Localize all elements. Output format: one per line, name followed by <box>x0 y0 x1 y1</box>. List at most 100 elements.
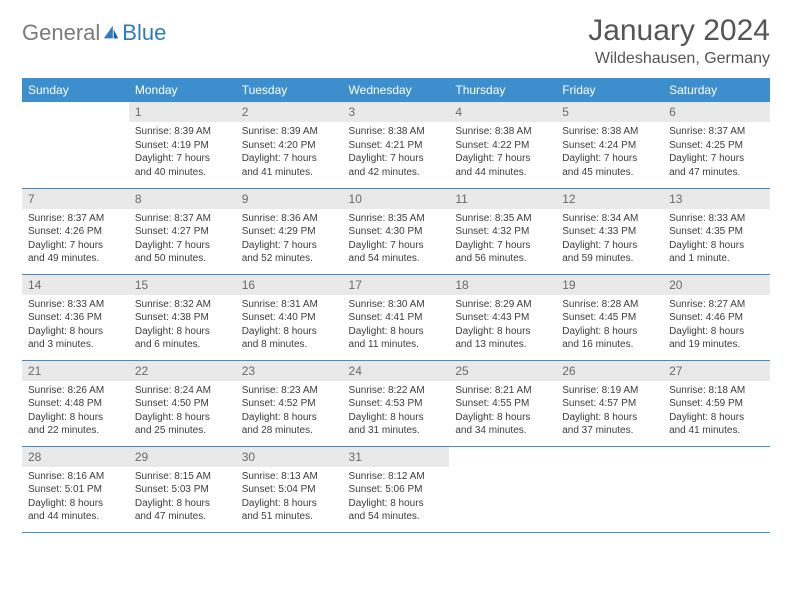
calendar-day-cell: 23Sunrise: 8:23 AMSunset: 4:52 PMDayligh… <box>236 360 343 446</box>
day-line-sunset: Sunset: 4:24 PM <box>562 139 657 153</box>
day-number: 28 <box>22 447 129 467</box>
day-number: 22 <box>129 361 236 381</box>
calendar-day-cell: 6Sunrise: 8:37 AMSunset: 4:25 PMDaylight… <box>663 102 770 188</box>
day-line-daylight2: and 40 minutes. <box>135 166 230 180</box>
day-line-daylight1: Daylight: 8 hours <box>562 411 657 425</box>
day-line-daylight1: Daylight: 8 hours <box>455 325 550 339</box>
weekday-header: Tuesday <box>236 78 343 102</box>
day-line-daylight2: and 16 minutes. <box>562 338 657 352</box>
day-line-daylight2: and 1 minute. <box>669 252 764 266</box>
calendar-day-cell: 5Sunrise: 8:38 AMSunset: 4:24 PMDaylight… <box>556 102 663 188</box>
day-line-daylight1: Daylight: 7 hours <box>455 239 550 253</box>
day-line-daylight2: and 51 minutes. <box>242 510 337 524</box>
calendar-day-cell <box>556 446 663 532</box>
day-content: Sunrise: 8:22 AMSunset: 4:53 PMDaylight:… <box>343 381 450 442</box>
day-content: Sunrise: 8:39 AMSunset: 4:20 PMDaylight:… <box>236 122 343 183</box>
day-line-daylight2: and 13 minutes. <box>455 338 550 352</box>
weekday-header-row: SundayMondayTuesdayWednesdayThursdayFrid… <box>22 78 770 102</box>
day-content: Sunrise: 8:37 AMSunset: 4:26 PMDaylight:… <box>22 209 129 270</box>
day-line-daylight2: and 41 minutes. <box>242 166 337 180</box>
day-content: Sunrise: 8:19 AMSunset: 4:57 PMDaylight:… <box>556 381 663 442</box>
day-line-daylight2: and 47 minutes. <box>135 510 230 524</box>
calendar-day-cell <box>22 102 129 188</box>
calendar-day-cell: 24Sunrise: 8:22 AMSunset: 4:53 PMDayligh… <box>343 360 450 446</box>
day-line-sunrise: Sunrise: 8:31 AM <box>242 298 337 312</box>
day-number: 29 <box>129 447 236 467</box>
calendar-day-cell: 20Sunrise: 8:27 AMSunset: 4:46 PMDayligh… <box>663 274 770 360</box>
day-line-sunrise: Sunrise: 8:22 AM <box>349 384 444 398</box>
day-line-daylight2: and 3 minutes. <box>28 338 123 352</box>
calendar-day-cell: 18Sunrise: 8:29 AMSunset: 4:43 PMDayligh… <box>449 274 556 360</box>
day-line-daylight2: and 41 minutes. <box>669 424 764 438</box>
day-line-sunrise: Sunrise: 8:13 AM <box>242 470 337 484</box>
day-content: Sunrise: 8:35 AMSunset: 4:30 PMDaylight:… <box>343 209 450 270</box>
day-line-daylight1: Daylight: 8 hours <box>28 497 123 511</box>
day-content: Sunrise: 8:15 AMSunset: 5:03 PMDaylight:… <box>129 467 236 528</box>
day-line-daylight1: Daylight: 8 hours <box>455 411 550 425</box>
day-line-sunrise: Sunrise: 8:21 AM <box>455 384 550 398</box>
day-line-sunrise: Sunrise: 8:34 AM <box>562 212 657 226</box>
day-line-daylight2: and 54 minutes. <box>349 510 444 524</box>
day-content: Sunrise: 8:33 AMSunset: 4:36 PMDaylight:… <box>22 295 129 356</box>
day-content: Sunrise: 8:37 AMSunset: 4:25 PMDaylight:… <box>663 122 770 183</box>
calendar-day-cell: 12Sunrise: 8:34 AMSunset: 4:33 PMDayligh… <box>556 188 663 274</box>
day-line-sunrise: Sunrise: 8:23 AM <box>242 384 337 398</box>
day-line-sunset: Sunset: 4:57 PM <box>562 397 657 411</box>
day-content: Sunrise: 8:23 AMSunset: 4:52 PMDaylight:… <box>236 381 343 442</box>
day-number: 30 <box>236 447 343 467</box>
calendar-day-cell: 19Sunrise: 8:28 AMSunset: 4:45 PMDayligh… <box>556 274 663 360</box>
day-content: Sunrise: 8:38 AMSunset: 4:22 PMDaylight:… <box>449 122 556 183</box>
day-number: 24 <box>343 361 450 381</box>
day-line-sunrise: Sunrise: 8:33 AM <box>669 212 764 226</box>
day-line-sunset: Sunset: 4:38 PM <box>135 311 230 325</box>
day-number: 15 <box>129 275 236 295</box>
day-line-daylight1: Daylight: 8 hours <box>669 411 764 425</box>
day-line-sunset: Sunset: 4:33 PM <box>562 225 657 239</box>
day-line-daylight2: and 8 minutes. <box>242 338 337 352</box>
day-number: 4 <box>449 102 556 122</box>
day-line-daylight1: Daylight: 7 hours <box>349 239 444 253</box>
calendar-day-cell: 8Sunrise: 8:37 AMSunset: 4:27 PMDaylight… <box>129 188 236 274</box>
day-number: 18 <box>449 275 556 295</box>
day-line-sunset: Sunset: 4:40 PM <box>242 311 337 325</box>
day-number: 5 <box>556 102 663 122</box>
weekday-header: Monday <box>129 78 236 102</box>
day-line-daylight1: Daylight: 8 hours <box>669 239 764 253</box>
day-number: 10 <box>343 189 450 209</box>
day-line-daylight2: and 22 minutes. <box>28 424 123 438</box>
day-line-daylight1: Daylight: 8 hours <box>28 325 123 339</box>
day-line-daylight2: and 37 minutes. <box>562 424 657 438</box>
day-line-sunrise: Sunrise: 8:29 AM <box>455 298 550 312</box>
day-line-sunset: Sunset: 4:32 PM <box>455 225 550 239</box>
calendar-day-cell: 31Sunrise: 8:12 AMSunset: 5:06 PMDayligh… <box>343 446 450 532</box>
calendar-body: 1Sunrise: 8:39 AMSunset: 4:19 PMDaylight… <box>22 102 770 532</box>
day-line-daylight1: Daylight: 7 hours <box>349 152 444 166</box>
day-line-daylight1: Daylight: 8 hours <box>28 411 123 425</box>
day-line-daylight2: and 28 minutes. <box>242 424 337 438</box>
day-line-daylight1: Daylight: 7 hours <box>669 152 764 166</box>
day-content: Sunrise: 8:34 AMSunset: 4:33 PMDaylight:… <box>556 209 663 270</box>
day-number: 8 <box>129 189 236 209</box>
calendar-day-cell: 9Sunrise: 8:36 AMSunset: 4:29 PMDaylight… <box>236 188 343 274</box>
day-number: 26 <box>556 361 663 381</box>
weekday-header: Saturday <box>663 78 770 102</box>
day-line-sunrise: Sunrise: 8:24 AM <box>135 384 230 398</box>
day-line-daylight1: Daylight: 7 hours <box>242 239 337 253</box>
day-line-sunrise: Sunrise: 8:38 AM <box>349 125 444 139</box>
day-line-sunset: Sunset: 4:27 PM <box>135 225 230 239</box>
day-content: Sunrise: 8:36 AMSunset: 4:29 PMDaylight:… <box>236 209 343 270</box>
day-content: Sunrise: 8:13 AMSunset: 5:04 PMDaylight:… <box>236 467 343 528</box>
day-line-sunrise: Sunrise: 8:28 AM <box>562 298 657 312</box>
calendar-day-cell: 14Sunrise: 8:33 AMSunset: 4:36 PMDayligh… <box>22 274 129 360</box>
day-line-sunrise: Sunrise: 8:37 AM <box>669 125 764 139</box>
calendar-day-cell: 1Sunrise: 8:39 AMSunset: 4:19 PMDaylight… <box>129 102 236 188</box>
day-number: 20 <box>663 275 770 295</box>
day-line-sunrise: Sunrise: 8:19 AM <box>562 384 657 398</box>
day-content: Sunrise: 8:27 AMSunset: 4:46 PMDaylight:… <box>663 295 770 356</box>
day-line-daylight1: Daylight: 7 hours <box>562 152 657 166</box>
calendar-day-cell: 4Sunrise: 8:38 AMSunset: 4:22 PMDaylight… <box>449 102 556 188</box>
day-line-daylight2: and 42 minutes. <box>349 166 444 180</box>
day-line-daylight1: Daylight: 8 hours <box>562 325 657 339</box>
day-number: 13 <box>663 189 770 209</box>
day-line-sunrise: Sunrise: 8:12 AM <box>349 470 444 484</box>
